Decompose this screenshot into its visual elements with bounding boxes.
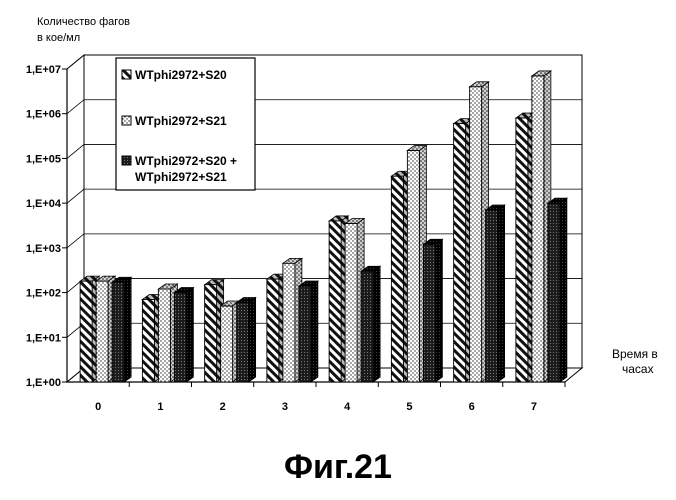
x-axis-title-line-2: часах <box>622 362 654 376</box>
bar-side <box>373 266 380 382</box>
y-tick-label: 1,E+05 <box>26 153 61 165</box>
bar <box>174 288 193 382</box>
x-tick-label: 7 <box>531 401 537 413</box>
x-tick-label: 1 <box>157 401 163 413</box>
bar-front <box>158 289 170 382</box>
bar-side <box>435 239 442 382</box>
legend-label-combined-line-2: WTphi2972+S21 <box>135 170 227 184</box>
x-tick-label: 3 <box>282 401 288 413</box>
bar-front <box>299 286 311 382</box>
bar <box>423 239 442 382</box>
x-tick-label: 4 <box>344 401 351 413</box>
bar-front <box>532 76 544 382</box>
bar-front <box>345 224 357 382</box>
bar-side <box>498 205 505 382</box>
bar-front <box>329 221 341 382</box>
bar-front <box>112 282 124 382</box>
bar-front <box>361 271 373 382</box>
bar-front <box>407 151 419 382</box>
bar-front <box>548 203 560 382</box>
y-tick-label: 1,E+06 <box>26 109 61 121</box>
y-tick-label: 1,E+04 <box>26 198 62 210</box>
bar <box>112 277 131 382</box>
bar-side <box>560 198 567 382</box>
figure-caption: Фиг.21 <box>0 448 676 487</box>
bar <box>299 281 318 382</box>
bar-front <box>391 176 403 382</box>
legend: WTphi2972+S20 WTphi2972+S21 WTphi2972+S2… <box>116 58 255 190</box>
bar-front <box>283 263 295 382</box>
legend-label-s20: WTphi2972+S20 <box>135 68 227 82</box>
y-axis-title-line-2: в кое/мл <box>37 32 80 44</box>
bar-front <box>454 124 466 382</box>
y-tick-label: 1,E+07 <box>26 64 61 76</box>
y-axis-title-line-1: Количество фагов <box>37 16 130 28</box>
bar-front <box>267 279 279 382</box>
bar-front <box>142 299 154 382</box>
y-tick-label: 1,E+00 <box>26 377 61 389</box>
bar-side <box>186 288 193 382</box>
bar <box>237 297 256 382</box>
bar <box>548 198 567 382</box>
bar-side <box>124 277 131 382</box>
y-tick-label: 1,E+02 <box>26 288 61 300</box>
legend-swatch-hatch <box>122 70 131 79</box>
legend-swatch-dark <box>122 156 131 165</box>
bar <box>361 266 380 382</box>
bar-front <box>423 244 435 382</box>
x-tick-labels: 0 1 2 3 4 5 6 7 <box>95 382 565 413</box>
y-tick-label: 1,E+03 <box>26 243 61 255</box>
legend-swatch-dots <box>122 116 131 125</box>
bar-front <box>96 281 108 382</box>
bar-front <box>221 306 233 382</box>
bar-front <box>516 118 528 382</box>
bar-chart: Количество фагов в кое/мл Время в часах … <box>0 0 676 440</box>
legend-label-combined-line-1: WTphi2972+S20 + <box>135 154 237 168</box>
x-tick-label: 5 <box>406 401 412 413</box>
bar-front <box>486 210 498 382</box>
x-axis-title-line-1: Время в <box>612 347 658 361</box>
x-tick-label: 6 <box>469 401 475 413</box>
bar-side <box>249 297 256 382</box>
bar-side <box>311 281 318 382</box>
legend-label-s21: WTphi2972+S21 <box>135 114 227 128</box>
bar-front <box>470 87 482 382</box>
y-tick-label: 1,E+01 <box>26 332 61 344</box>
bar-front <box>174 293 186 382</box>
x-tick-label: 0 <box>95 401 101 413</box>
bar-front <box>80 281 92 382</box>
bar-front <box>237 302 249 382</box>
bar <box>486 205 505 382</box>
bar-front <box>205 285 217 382</box>
x-tick-label: 2 <box>220 401 226 413</box>
